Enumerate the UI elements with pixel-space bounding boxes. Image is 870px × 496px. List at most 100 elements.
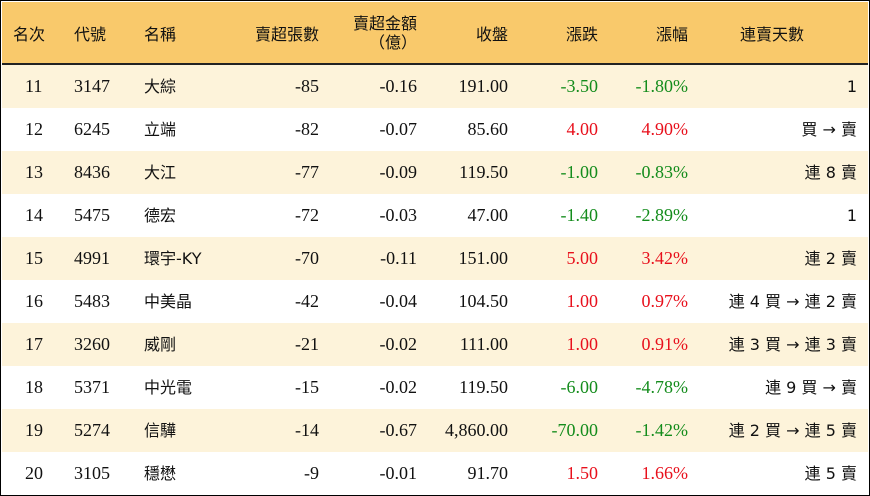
cell-rank: 14 [25,205,43,225]
header-change-pct: 漲幅 [655,24,688,44]
cell-streak: 1 [846,206,857,225]
cell-close: 47.00 [467,205,509,225]
cell-name: 穩懋 [144,464,177,483]
cell-net-sell-lots: -77 [295,162,319,182]
cell-streak: 連 8 賣 [804,163,857,182]
table-row: 17 3260 威剛 -21 -0.02 111.00 1.00 0.91% 連 3 買 → 連… [2,323,868,366]
cell-net-sell-lots: -21 [295,334,319,354]
cell-net-sell-lots: -70 [295,248,319,268]
cell-net-sell-lots: -9 [304,463,319,483]
cell-change-pct: 1.66% [641,463,689,483]
cell-close: 104.50 [458,291,509,311]
cell-rank: 17 [25,334,43,354]
cell-close: 111.00 [459,334,508,354]
header-net-sell-lots: 賣超張數 [254,24,319,44]
cell-rank: 20 [25,463,43,483]
cell-net-sell-lots: -14 [295,420,319,440]
table-row: 14 5475 德宏 -72 -0.03 47.00 -1.40 -2.89% 1 [2,194,868,237]
cell-name: 信驊 [144,421,177,440]
cell-net-sell-amount: -0.67 [379,420,418,440]
table-row: 13 8436 大江 -77 -0.09 119.50 -1.00 -0.83% 連 8 賣 [2,151,868,194]
cell-name: 大江 [144,163,177,182]
cell-streak: 連 9 買 → 賣 [765,378,857,397]
table-header: 名次 代號 名稱 賣超張數 賣超金額 （億） 收盤 漲跌 漲幅 連賣天數 [2,2,868,63]
cell-close: 191.00 [458,76,509,96]
table-row: 12 6245 立端 -82 -0.07 85.60 4.00 4.90% 買 → 賣 [2,108,868,151]
cell-change-pct: -1.42% [635,420,689,440]
cell-code: 5483 [74,291,110,311]
cell-streak: 連 3 買 → 連 3 賣 [728,335,857,354]
cell-change: 1.00 [566,334,599,354]
header-net-sell-amount: 賣超金額 （億） [353,2,417,63]
cell-streak: 連 2 賣 [804,249,857,268]
cell-name: 中光電 [144,378,193,397]
cell-change-pct: 3.42% [641,248,689,268]
cell-name: 中美晶 [144,292,193,311]
header-close: 收盤 [475,24,508,44]
cell-change: 4.00 [566,119,599,139]
cell-net-sell-amount: -0.02 [379,377,418,397]
cell-change-pct: -1.80% [635,76,689,96]
cell-change-pct: 4.90% [641,119,689,139]
cell-name: 環宇-KY [144,249,202,268]
cell-rank: 18 [25,377,43,397]
cell-close: 85.60 [467,119,509,139]
cell-net-sell-amount: -0.09 [379,162,418,182]
cell-close: 4,860.00 [445,420,508,440]
table-row: 18 5371 中光電 -15 -0.02 119.50 -6.00 -4.78% 連 9 買 … [2,366,868,409]
cell-code: 8436 [74,162,110,182]
header-change: 漲跌 [565,24,598,44]
cell-change: -6.00 [560,377,599,397]
header-net-sell-amount-line1: 賣超金額 [352,13,417,33]
cell-code: 5475 [74,205,110,225]
cell-close: 151.00 [458,248,509,268]
cell-change: -1.40 [560,205,599,225]
cell-net-sell-lots: -15 [295,377,319,397]
table-row: 16 5483 中美晶 -42 -0.04 104.50 1.00 0.97% 連 4 買 → … [2,280,868,323]
cell-rank: 16 [25,291,43,311]
header-divider [2,63,868,65]
cell-change: 5.00 [566,248,599,268]
cell-change-pct: -2.89% [635,205,689,225]
cell-streak: 連 2 買 → 連 5 賣 [728,421,857,440]
cell-net-sell-lots: -72 [295,205,319,225]
cell-rank: 15 [25,248,43,268]
cell-change-pct: -0.83% [635,162,689,182]
cell-code: 5274 [74,420,110,440]
table-row: 11 3147 大綜 -85 -0.16 191.00 -3.50 -1.80% 1 [2,65,868,108]
cell-code: 3147 [74,76,110,96]
cell-streak: 連 5 賣 [804,464,857,483]
cell-code: 5371 [74,377,110,397]
cell-net-sell-amount: -0.11 [380,248,417,268]
cell-streak: 連 4 買 → 連 2 賣 [728,292,857,311]
header-net-sell-amount-line2: （億） [368,32,417,52]
table-row: 19 5274 信驊 -14 -0.67 4,860.00 -70.00 -1.42% 連 2 … [2,409,868,452]
cell-net-sell-amount: -0.02 [379,334,418,354]
cell-rank: 12 [25,119,43,139]
cell-net-sell-lots: -85 [295,76,319,96]
cell-code: 3260 [74,334,110,354]
cell-change-pct: -4.78% [635,377,689,397]
cell-change: 1.50 [566,463,599,483]
header-code: 代號 [74,24,107,44]
table-row: 20 3105 穩懋 -9 -0.01 91.70 1.50 1.66% 連 5 賣 [2,452,868,495]
cell-net-sell-amount: -0.03 [379,205,418,225]
cell-name: 威剛 [144,335,177,354]
cell-change: -3.50 [560,76,599,96]
cell-net-sell-amount: -0.16 [379,76,418,96]
cell-change: -1.00 [560,162,599,182]
cell-code: 4991 [74,248,110,268]
cell-close: 119.50 [459,377,508,397]
cell-name: 大綜 [144,77,177,96]
cell-change: 1.00 [566,291,599,311]
cell-close: 119.50 [459,162,508,182]
cell-rank: 13 [25,162,43,182]
cell-code: 6245 [74,119,110,139]
header-rank: 名次 [13,24,46,44]
cell-net-sell-lots: -42 [295,291,319,311]
cell-streak: 1 [846,77,857,96]
cell-net-sell-amount: -0.01 [379,463,418,483]
table-row: 15 4991 環宇-KY -70 -0.11 151.00 5.00 3.42% 連 2 賣 [2,237,868,280]
cell-net-sell-amount: -0.07 [379,119,418,139]
